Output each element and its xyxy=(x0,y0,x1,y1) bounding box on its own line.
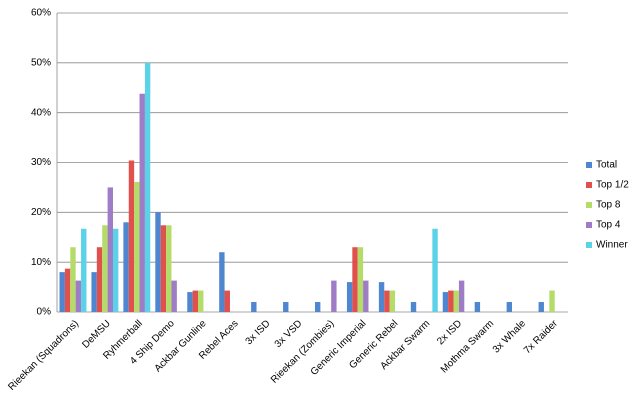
bar xyxy=(378,282,385,312)
y-tick-label: 50% xyxy=(31,57,51,68)
y-tick-label: 60% xyxy=(31,8,51,19)
legend-swatch xyxy=(586,162,592,168)
bar xyxy=(432,228,438,312)
bar xyxy=(91,272,97,312)
x-tick-label: 3x VSD xyxy=(273,318,305,350)
bar xyxy=(384,290,390,312)
bar xyxy=(198,290,204,312)
bar xyxy=(70,247,76,312)
bar xyxy=(123,222,129,312)
bar xyxy=(192,290,199,312)
legend-swatch xyxy=(586,182,592,188)
bar xyxy=(346,282,353,312)
y-tick-label: 30% xyxy=(31,157,51,168)
x-tick-label: 7x Raider xyxy=(522,318,561,357)
bar xyxy=(75,280,82,312)
x-tick-label: 2x ISD xyxy=(435,318,464,347)
bar xyxy=(59,272,65,312)
bar xyxy=(171,280,177,312)
legend-swatch xyxy=(586,242,592,248)
legend-label: Winner xyxy=(596,240,628,251)
bar xyxy=(134,181,140,312)
bar xyxy=(506,302,513,312)
bar xyxy=(166,225,172,312)
bar xyxy=(283,302,289,312)
legend-label: Top 8 xyxy=(596,200,621,211)
bar xyxy=(96,247,103,312)
bar xyxy=(144,62,151,313)
bar xyxy=(187,292,193,312)
bar xyxy=(363,280,369,312)
legend-label: Top 4 xyxy=(596,220,621,231)
bar xyxy=(160,225,167,312)
bar xyxy=(315,302,321,312)
bar xyxy=(389,290,396,312)
bar xyxy=(107,187,113,312)
x-tick-label: Rieekan (Squadrons) xyxy=(6,318,81,393)
bar xyxy=(112,228,119,312)
x-tick-label: Generic Imperial xyxy=(309,318,369,378)
legend-label: Total xyxy=(596,160,617,171)
bar xyxy=(410,302,417,312)
y-tick-label: 0% xyxy=(37,307,52,318)
bar xyxy=(224,290,230,312)
bar xyxy=(219,252,225,312)
bar xyxy=(155,212,161,312)
y-tick-label: 20% xyxy=(31,207,51,218)
bar xyxy=(352,247,358,312)
y-tick-label: 10% xyxy=(31,257,51,268)
bar xyxy=(81,228,87,312)
bar xyxy=(251,302,257,312)
legend-swatch xyxy=(586,222,592,228)
bar xyxy=(549,290,555,312)
bar xyxy=(64,268,71,312)
bar xyxy=(331,280,337,312)
bar xyxy=(448,290,454,312)
y-tick-label: 40% xyxy=(31,107,51,118)
bar xyxy=(474,302,481,312)
x-tick-label: 3x ISD xyxy=(244,318,273,347)
bar xyxy=(538,302,544,312)
bar xyxy=(102,225,108,312)
legend-swatch xyxy=(586,202,592,208)
bar xyxy=(139,93,145,312)
bar xyxy=(458,280,465,312)
legend-label: Top 1/2 xyxy=(596,180,629,191)
bar xyxy=(357,247,364,312)
bar xyxy=(453,290,459,312)
bar xyxy=(128,160,135,312)
bar xyxy=(442,292,449,312)
